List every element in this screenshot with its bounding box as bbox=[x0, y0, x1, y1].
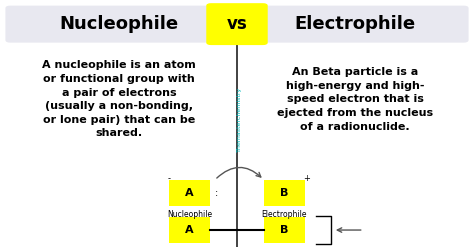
Text: Nucleophile: Nucleophile bbox=[59, 15, 178, 33]
FancyBboxPatch shape bbox=[264, 217, 305, 243]
FancyBboxPatch shape bbox=[5, 6, 213, 43]
Text: B: B bbox=[280, 188, 289, 198]
FancyBboxPatch shape bbox=[206, 3, 268, 45]
FancyArrowPatch shape bbox=[337, 228, 361, 232]
FancyBboxPatch shape bbox=[169, 217, 210, 243]
Text: :: : bbox=[215, 188, 218, 198]
Text: B: B bbox=[280, 225, 289, 235]
Text: +: + bbox=[303, 174, 310, 183]
FancyBboxPatch shape bbox=[264, 180, 305, 206]
FancyBboxPatch shape bbox=[169, 180, 210, 206]
Text: Nucleophile: Nucleophile bbox=[167, 210, 212, 219]
Text: A nucleophile is an atom
or functional group with
a pair of electrons
(usually a: A nucleophile is an atom or functional g… bbox=[42, 60, 196, 138]
FancyBboxPatch shape bbox=[261, 6, 469, 43]
FancyArrowPatch shape bbox=[217, 167, 261, 178]
Text: A: A bbox=[185, 188, 194, 198]
Text: vs: vs bbox=[227, 15, 247, 33]
Text: Themasterchemistry: Themasterchemistry bbox=[237, 87, 242, 152]
Text: -: - bbox=[168, 174, 171, 183]
Text: Electrophile: Electrophile bbox=[262, 210, 307, 219]
Text: A: A bbox=[185, 225, 194, 235]
Text: Electrophile: Electrophile bbox=[294, 15, 416, 33]
Text: An Beta particle is a
high-energy and high-
speed electron that is
ejected from : An Beta particle is a high-energy and hi… bbox=[277, 67, 433, 131]
